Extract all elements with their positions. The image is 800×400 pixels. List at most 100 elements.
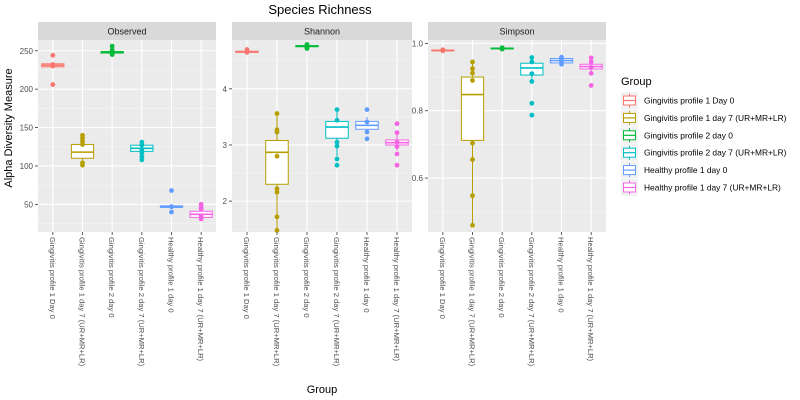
data-point (394, 130, 400, 136)
box-3 (295, 42, 319, 51)
box-2 (460, 59, 485, 228)
legend-entry: Healthy profile 1 day 7 (UR+MR+LR) (621, 179, 781, 196)
x-tick-label: Gingivitis profile 1 Day 0 (242, 237, 251, 319)
data-point (244, 49, 250, 55)
data-point (198, 216, 204, 222)
x-tick-label: Healthy profile 1 day 7 (UR+MR+LR) (586, 237, 595, 362)
x-tick-label: Healthy profile 1 day 0 (557, 237, 566, 313)
y-tick-label: 1.0 (412, 39, 424, 48)
panel-simpson: Simpson 0.6 0.8 1.0 Gingivitis profile 1 Day… (412, 22, 606, 367)
legend-entry: Gingivitis profile 1 Day 0 (621, 92, 735, 109)
x-tick-label: Gingivitis profile 1 Day 0 (438, 237, 447, 319)
y-tick-label: 0.8 (412, 107, 424, 116)
box-5 (355, 107, 379, 142)
box-5 (159, 188, 184, 215)
facet-strip (232, 22, 412, 40)
box-6 (189, 201, 213, 222)
legend-label: Gingivitis profile 1 Day 0 (644, 96, 735, 106)
x-tick-label: Gingivitis profile 1 day 7 (UR+MR+LR) (468, 237, 477, 367)
x-tick-label: Gingivitis profile 2 day 0 (497, 237, 506, 318)
box-5 (549, 54, 574, 67)
data-point (394, 151, 400, 157)
x-tick-label: Gingivitis profile 1 day 7 (UR+MR+LR) (78, 237, 87, 367)
data-point (304, 46, 310, 51)
panel-background (428, 40, 606, 232)
data-point (394, 144, 400, 150)
legend: Group Gingivitis profile 1 Day 0 Gingivit… (621, 76, 787, 196)
legend-label: Healthy profile 1 day 0 (644, 165, 728, 175)
data-point (529, 112, 535, 118)
y-tick-label: 200 (20, 85, 34, 94)
box-1 (235, 47, 259, 55)
y-axis-label: Alpha Diversity Measure (3, 68, 15, 187)
x-tick-label: Healthy profile 1 day 7 (UR+MR+LR) (196, 237, 205, 362)
data-point (274, 227, 280, 233)
panel-background (38, 40, 216, 232)
data-point (470, 222, 475, 228)
data-point (80, 162, 85, 168)
data-point (499, 46, 505, 52)
data-point (50, 52, 56, 58)
box-4 (520, 55, 544, 118)
data-point (470, 157, 475, 162)
panel-background (232, 40, 412, 232)
y-tick-label: 2 (223, 197, 228, 206)
legend-entry: Gingivitis profile 1 day 7 (UR+MR+LR) (621, 109, 787, 127)
data-point (109, 52, 115, 57)
data-point (529, 59, 535, 65)
data-point (274, 129, 280, 135)
data-point (470, 78, 475, 83)
data-point (588, 59, 594, 65)
panel-observed: Observed 50 100 150 200 250 Gingivitis profile… (20, 22, 216, 367)
data-point (394, 162, 400, 168)
x-tick-label: Healthy profile 1 day 7 (UR+MR+LR) (392, 237, 401, 362)
box-1 (431, 47, 455, 54)
facet-strip (38, 22, 216, 40)
box-body (460, 76, 485, 141)
x-tick-label: Gingivitis profile 2 day 0 (302, 237, 311, 318)
x-tick-label: Gingivitis profile 1 day 7 (UR+MR+LR) (272, 237, 281, 367)
data-point (588, 70, 594, 76)
data-point (274, 111, 280, 116)
panel-shannon: Shannon 2 3 4 Gingivitis profile 1 Day 0 Ging… (223, 22, 412, 367)
data-point (169, 188, 174, 193)
data-point (274, 186, 280, 192)
legend-label: Gingivitis profile 1 day 7 (UR+MR+LR) (644, 113, 787, 123)
legend-entry: Gingivitis profile 2 day 7 (UR+MR+LR) (621, 144, 787, 162)
facet-panels: Observed 50 100 150 200 250 Gingivitis profile… (20, 22, 606, 367)
box-4 (325, 107, 349, 168)
x-tick-label: Healthy profile 1 day 0 (362, 237, 371, 313)
data-point (334, 143, 340, 149)
data-point (169, 209, 174, 215)
data-point (274, 214, 280, 220)
data-point (470, 66, 475, 72)
data-point (394, 139, 400, 145)
box-3 (490, 45, 514, 52)
data-point (529, 79, 535, 84)
data-point (364, 136, 370, 142)
box-4 (130, 139, 154, 163)
y-tick-label: 100 (20, 162, 34, 171)
data-point (50, 63, 56, 69)
data-point (470, 193, 475, 199)
box-6 (385, 121, 409, 168)
box-1 (41, 52, 65, 87)
data-point (274, 189, 280, 195)
data-point (274, 153, 280, 159)
data-point (139, 142, 145, 148)
data-point (529, 55, 535, 60)
data-point (588, 64, 594, 70)
data-point (334, 107, 340, 113)
legend-label: Healthy profile 1 day 7 (UR+MR+LR) (644, 183, 781, 193)
y-tick-label: 0.6 (412, 174, 424, 183)
data-point (364, 107, 370, 113)
data-point (470, 59, 475, 65)
x-tick-label: Healthy profile 1 day 0 (167, 237, 176, 313)
x-tick-label: Gingivitis profile 2 day 7 (UR+MR+LR) (527, 237, 536, 367)
data-point (139, 157, 145, 163)
data-point (364, 119, 370, 125)
data-point (334, 139, 340, 145)
box-body (325, 120, 349, 139)
data-point (394, 121, 400, 127)
